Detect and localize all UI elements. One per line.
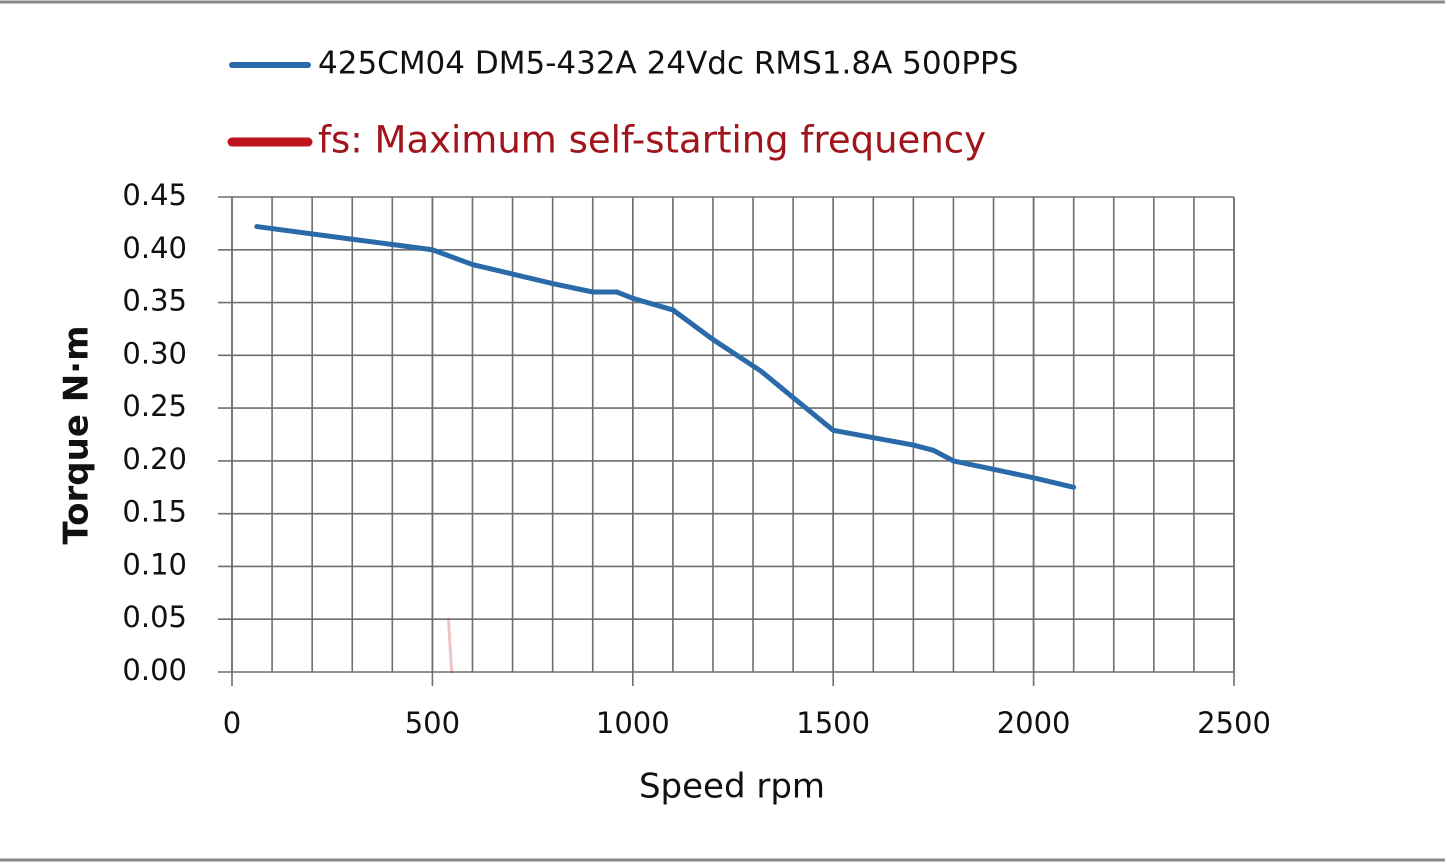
series-line — [254, 224, 1077, 490]
y-tick-label: 0.05 — [122, 600, 187, 634]
y-tick-label: 0.15 — [122, 495, 187, 529]
y-tick-label: 0.30 — [122, 336, 187, 370]
y-tick-label: 0.25 — [122, 389, 187, 423]
series-line — [446, 617, 454, 674]
x-tick-label: 0 — [223, 706, 241, 740]
x-tick-label: 500 — [405, 706, 460, 740]
y-tick-label: 0.10 — [122, 547, 187, 581]
legend-label: 425CM04 DM5-432A 24Vdc RMS1.8A 500PPS — [318, 46, 1018, 82]
y-axis-label: Torque N·m — [57, 325, 97, 544]
y-tick-label: 0.35 — [122, 284, 187, 318]
x-tick-label: 1000 — [596, 706, 670, 740]
y-tick-label: 0.45 — [122, 178, 187, 212]
y-tick-label: 0.40 — [122, 231, 187, 265]
y-tick-label: 0.20 — [122, 442, 187, 476]
x-axis-label: Speed rpm — [639, 767, 825, 807]
x-tick-label: 1500 — [796, 706, 870, 740]
x-tick-label: 2500 — [1197, 706, 1271, 740]
y-tick-label: 0.00 — [122, 653, 187, 687]
legend-label: fs: Maximum self-starting frequency — [318, 119, 986, 162]
x-tick-label: 2000 — [997, 706, 1071, 740]
